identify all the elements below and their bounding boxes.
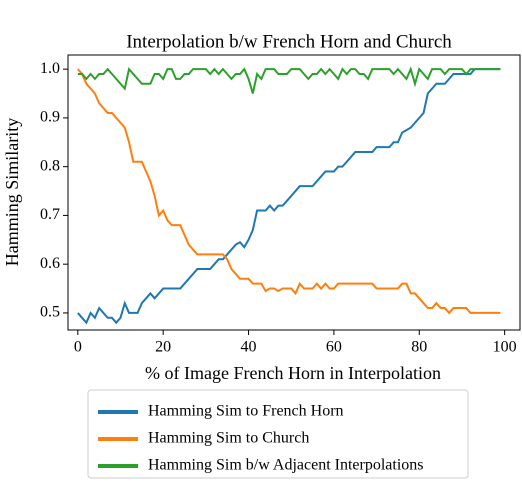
legend-label: Hamming Sim b/w Adjacent Interpolations bbox=[148, 457, 424, 474]
legend-box bbox=[87, 389, 469, 479]
x-tick-label: 20 bbox=[155, 339, 171, 356]
y-tick-label: 0.8 bbox=[40, 157, 60, 174]
series-line bbox=[77, 68, 501, 325]
chart-title: Interpolation b/w French Horn and Church bbox=[126, 31, 452, 52]
plot-frame bbox=[67, 54, 521, 331]
y-tick-label: 0.5 bbox=[40, 304, 60, 321]
y-tick-label: 0.9 bbox=[40, 109, 60, 126]
x-axis-label: % of Image French Horn in Interpolation bbox=[145, 363, 441, 383]
series-line bbox=[77, 66, 501, 94]
series-line bbox=[77, 68, 501, 315]
y-tick-label: 0.7 bbox=[40, 206, 60, 223]
x-tick-label: 0 bbox=[74, 339, 82, 356]
legend-label: Hamming Sim to French Horn bbox=[148, 403, 344, 420]
x-tick-label: 60 bbox=[326, 339, 342, 356]
y-axis-label: Hamming Similarity bbox=[2, 118, 22, 267]
y-tick-label: 1.0 bbox=[40, 60, 60, 77]
x-tick-label: 100 bbox=[493, 339, 517, 356]
legend-label: Hamming Sim to Church bbox=[148, 430, 309, 447]
x-tick-label: 80 bbox=[411, 339, 427, 356]
x-tick-label: 40 bbox=[241, 339, 257, 356]
y-tick-label: 0.6 bbox=[40, 255, 60, 272]
